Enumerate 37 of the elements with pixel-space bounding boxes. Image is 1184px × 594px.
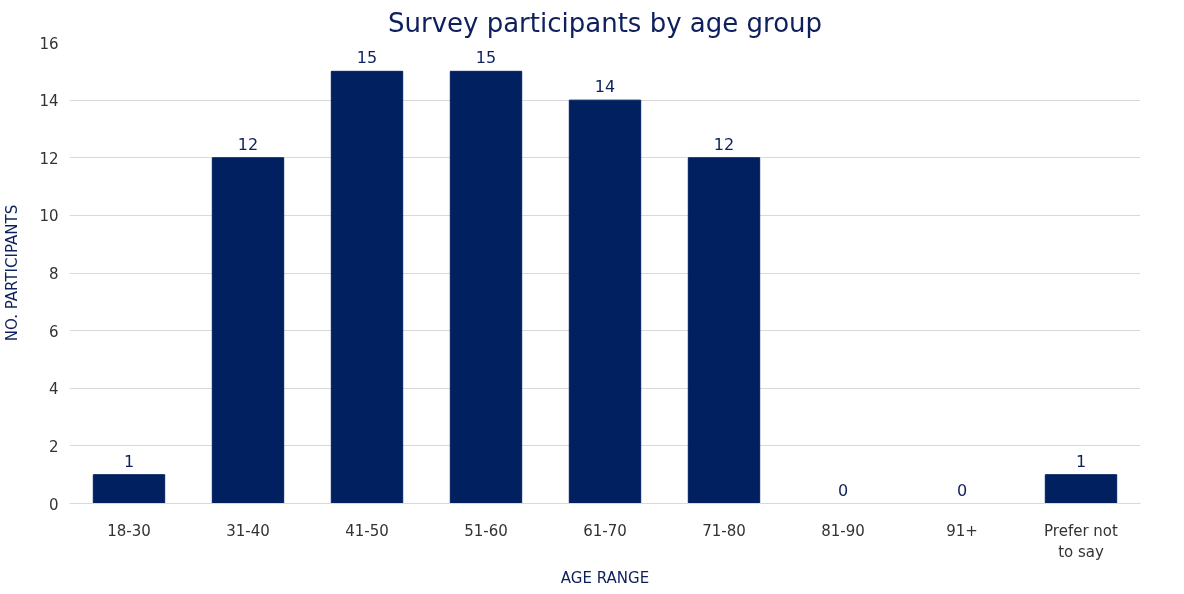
bar (687, 157, 761, 504)
data-label: 0 (837, 480, 849, 500)
bar (330, 70, 404, 504)
x-tick-label: 18-30 (107, 521, 151, 540)
bar (211, 157, 285, 504)
y-tick-label: 2 (48, 437, 59, 456)
y-tick-label: 4 (48, 380, 59, 399)
y-tick-label: 16 (39, 34, 59, 53)
chart-title: Survey participants by age group (387, 7, 823, 38)
x-axis-title: AGE RANGE (560, 569, 650, 588)
x-tick-label: 61-70 (583, 521, 627, 540)
y-tick-label: 14 (39, 92, 59, 111)
data-label: 15 (475, 48, 497, 68)
data-label: 1 (123, 451, 135, 471)
bar (568, 99, 642, 504)
x-tick-label: Prefer not to say (1044, 521, 1119, 562)
x-tick-label: 41-50 (345, 521, 389, 540)
data-label: 14 (594, 77, 616, 97)
data-label: 15 (356, 48, 378, 68)
y-axis-title: NO. PARTICIPANTS (3, 204, 22, 342)
data-label: 1 (1075, 451, 1087, 471)
y-tick-label: 0 (48, 495, 59, 514)
bar (1044, 474, 1118, 504)
y-tick-label: 8 (48, 265, 59, 283)
bar (449, 70, 523, 504)
y-tick-label: 10 (39, 207, 59, 226)
data-label: 12 (237, 134, 259, 154)
data-label: 12 (713, 134, 735, 154)
data-label: 0 (956, 480, 968, 500)
y-tick-label: 6 (48, 322, 59, 341)
x-tick-label: 71-80 (702, 521, 746, 540)
y-tick-label: 12 (39, 149, 59, 168)
x-tick-label: 31-40 (226, 521, 270, 540)
x-tick-label: 81-90 (821, 521, 865, 540)
x-tick-label: 51-60 (464, 521, 508, 540)
x-tick-label: 91+ (946, 521, 978, 540)
bar (92, 474, 166, 504)
